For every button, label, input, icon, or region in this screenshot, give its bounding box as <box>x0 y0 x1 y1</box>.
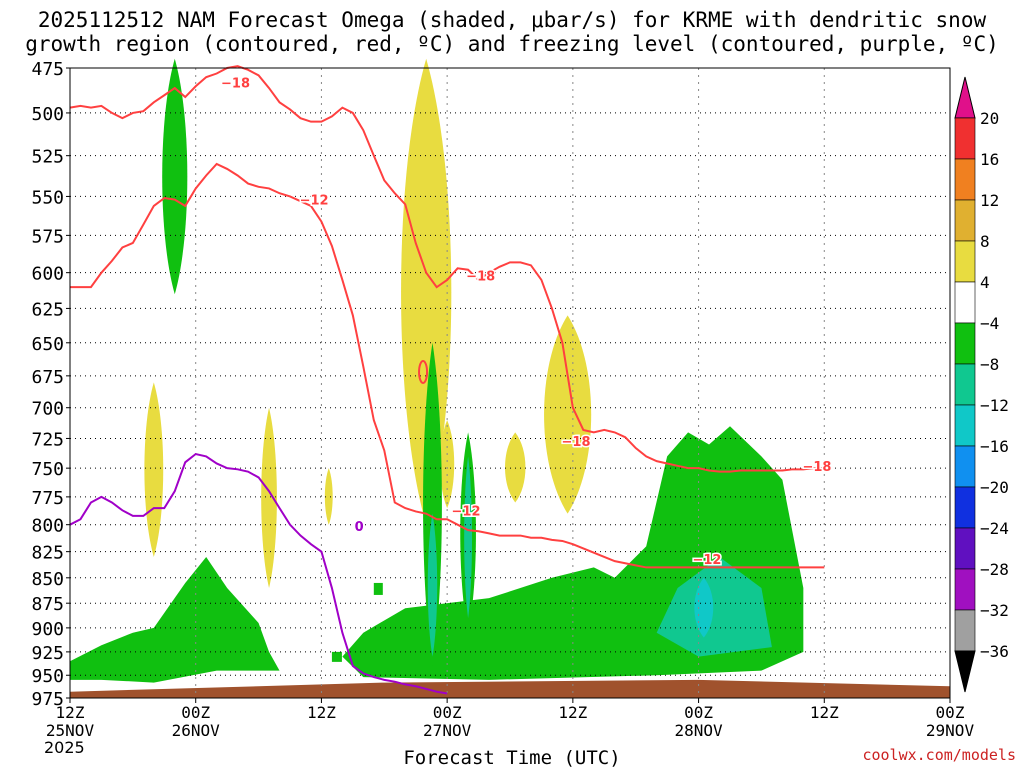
colorbar-label: −4 <box>980 314 999 333</box>
colorbar-swatch <box>954 322 976 365</box>
chart-title: 2025112512 NAM Forecast Omega (shaded, μ… <box>37 8 987 32</box>
y-tick-label: 525 <box>31 147 64 168</box>
contour-label: −12 <box>452 504 481 519</box>
x-tick-label: 00Z <box>684 703 713 722</box>
y-tick-label: 850 <box>31 569 64 590</box>
y-tick-label: 775 <box>31 488 64 509</box>
x-axis-label: Forecast Time (UTC) <box>403 747 621 769</box>
colorbar-label: 4 <box>980 273 990 292</box>
colorbar-label: −32 <box>980 601 1009 620</box>
y-tick-label: 750 <box>31 459 64 480</box>
omega-green-plume <box>162 58 188 295</box>
omega-yellow-area <box>324 468 333 525</box>
contour-label: −18 <box>466 270 495 285</box>
y-tick-label: 825 <box>31 543 64 564</box>
contour-label: −18 <box>221 77 250 92</box>
y-tick-label: 575 <box>31 226 64 247</box>
omega-teal-core <box>656 556 772 657</box>
x-tick-label: 00Z <box>433 703 462 722</box>
contour-label: −18 <box>802 460 831 475</box>
y-tick-label: 725 <box>31 429 64 450</box>
y-tick-label: 800 <box>31 516 64 537</box>
colorbar-label: −20 <box>980 478 1009 497</box>
colorbar-label: −12 <box>980 396 1009 415</box>
colorbar-swatch <box>954 240 976 283</box>
x-tick-date: 28NOV <box>674 721 723 740</box>
contour-label: −12 <box>692 553 721 568</box>
x-tick-label: 00Z <box>181 703 210 722</box>
colorbar-swatch <box>954 158 976 201</box>
x-tick-label: 12Z <box>810 703 839 722</box>
omega-yellow-area <box>505 432 526 503</box>
y-tick-label: 650 <box>31 334 64 355</box>
x-tick-date: 27NOV <box>423 721 472 740</box>
colorbar-label: 8 <box>980 232 990 251</box>
omega-yellow-area <box>544 315 592 514</box>
terrain-surface <box>70 679 950 698</box>
contour-label: −18 <box>562 435 591 450</box>
colorbar-swatch <box>954 445 976 488</box>
colorbar-label: 16 <box>980 150 999 169</box>
colorbar-swatch <box>954 527 976 570</box>
y-tick-label: 625 <box>31 299 64 320</box>
contour-label: −12 <box>300 194 329 209</box>
y-tick-label: 925 <box>31 643 64 664</box>
x-tick-label: 12Z <box>558 703 587 722</box>
colorbar-swatch <box>954 199 976 242</box>
omega-teal-core <box>427 513 438 657</box>
y-tick-label: 975 <box>31 689 64 710</box>
omega-green-speck <box>373 582 383 595</box>
contour-line-0 <box>69 452 448 695</box>
omega-green-speck <box>331 651 342 662</box>
source-credit: coolwx.com/models <box>862 746 1016 764</box>
chart-subtitle: growth region (contoured, red, ºC) and f… <box>25 32 999 56</box>
plot-frame <box>69 67 951 699</box>
x-tick-label: 12Z <box>307 703 336 722</box>
colorbar-swatch <box>954 609 976 652</box>
y-tick-label: 550 <box>31 187 64 208</box>
x-tick-label: 12Z <box>56 703 85 722</box>
colorbar-label: −36 <box>980 642 1009 661</box>
colorbar-label: −28 <box>980 560 1009 579</box>
colorbar-label: −8 <box>980 355 999 374</box>
y-tick-label: 875 <box>31 594 64 615</box>
x-tick-date: 29NOV <box>926 721 975 740</box>
colorbar-swatch <box>954 486 976 529</box>
x-tick-date: 25NOV <box>46 721 95 740</box>
y-tick-label: 700 <box>31 399 64 420</box>
contour-label: 0 <box>355 520 364 535</box>
y-tick-label: 475 <box>31 59 64 80</box>
y-tick-label: 600 <box>31 264 64 285</box>
x-tick-date: 26NOV <box>172 721 221 740</box>
y-tick-label: 675 <box>31 367 64 388</box>
colorbar-bottom-arrow <box>954 650 976 693</box>
colorbar-top-arrow <box>954 76 976 119</box>
contour-line--12 <box>70 162 825 569</box>
y-tick-label: 900 <box>31 619 64 640</box>
omega-yellow-area <box>261 407 277 589</box>
omega-yellow-area <box>440 420 455 509</box>
colorbar-swatch <box>954 281 976 324</box>
x-tick-label: 00Z <box>936 703 965 722</box>
omega-cyan-core <box>694 577 714 638</box>
colorbar-swatch <box>954 404 976 447</box>
colorbar-label: −24 <box>980 519 1009 538</box>
y-tick-label: 950 <box>31 666 64 687</box>
omega-yellow-area <box>144 382 164 557</box>
colorbar-label: −16 <box>980 437 1009 456</box>
contour-closed-loop <box>418 359 429 384</box>
colorbar-swatch <box>954 117 976 160</box>
colorbar-label: 12 <box>980 191 999 210</box>
colorbar-swatch <box>954 568 976 611</box>
colorbar-label: 20 <box>980 109 999 128</box>
colorbar-swatch <box>954 363 976 406</box>
x-tick-year: 2025 <box>44 738 85 757</box>
omega-green-area <box>70 556 280 683</box>
y-tick-label: 500 <box>31 104 64 125</box>
contour-line--18 <box>69 65 825 473</box>
